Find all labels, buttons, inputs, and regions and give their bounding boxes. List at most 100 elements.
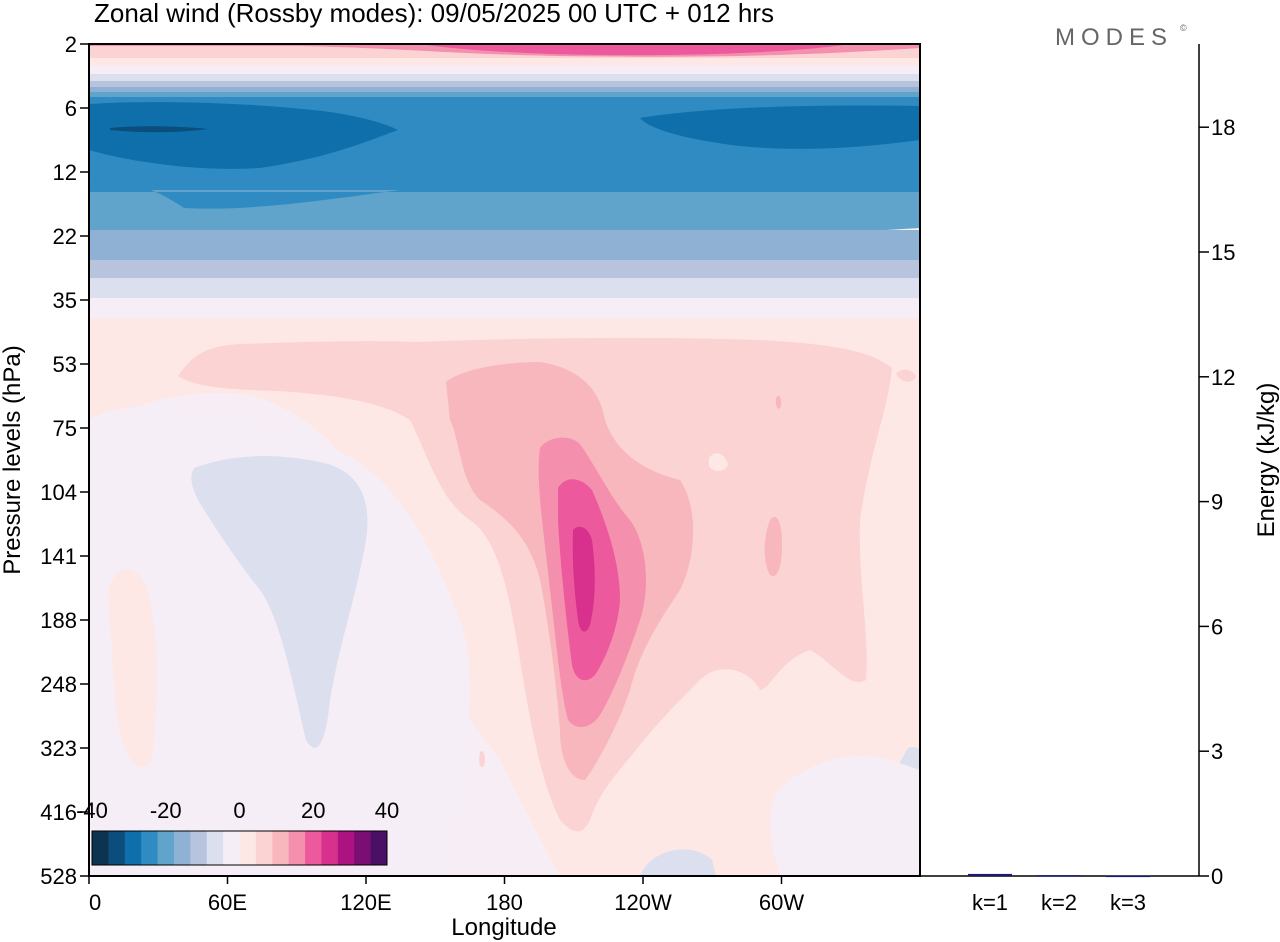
colorbar-swatch: [206, 831, 224, 865]
pressure-tick-label: 528: [40, 864, 77, 889]
contour-band: [89, 230, 920, 260]
pressure-tick-label: 141: [40, 544, 77, 569]
longitude-tick-label: 120E: [340, 890, 391, 915]
pressure-tick-label: 22: [53, 224, 77, 249]
energy-axis-ticks: 0 3 6 9 12 15 18: [1199, 115, 1235, 889]
energy-category-labels: k=1 k=2 k=3: [972, 890, 1146, 915]
modes-logo-mark: ©: [1180, 23, 1187, 33]
contour-band: [89, 177, 920, 209]
contour-band: [640, 105, 920, 149]
contour-band: [775, 395, 782, 409]
pressure-tick-label: 188: [40, 608, 77, 633]
contour-band: [108, 568, 157, 768]
colorbar-tick-label: 0: [233, 798, 245, 823]
colorbar-frame: [91, 830, 388, 866]
contour-band: [110, 126, 208, 133]
contour-band: [770, 756, 920, 876]
longitude-tick-label: 120W: [614, 890, 672, 915]
energy-bar: [968, 873, 1012, 876]
contour-band: [89, 260, 920, 278]
colorbar-swatches: [92, 831, 388, 865]
colorbar-tick-label: 20: [301, 798, 325, 823]
energy-tick-label: 6: [1211, 614, 1223, 639]
colorbar-swatch: [354, 831, 372, 865]
colorbar-legend: -40 -20 0 20 40: [76, 798, 399, 866]
longitude-tick-label: 60E: [208, 890, 247, 915]
colorbar-swatch: [255, 831, 273, 865]
contour-band: [89, 298, 920, 318]
colorbar-tick-label: 40: [375, 798, 399, 823]
colorbar-swatch: [337, 831, 355, 865]
colorbar-swatch: [173, 831, 191, 865]
colorbar-swatch: [124, 831, 142, 865]
energy-bar-chart: k=1 k=2 k=3 0 3 6 9 12 15 18 Energy (kJ/kg): [920, 44, 1280, 915]
longitude-axis: 0 60E 120E 180 120W 60W: [88, 876, 804, 915]
longitude-tick-label: 180: [486, 890, 523, 915]
contour-band: [89, 74, 920, 81]
colorbar-swatch: [272, 831, 290, 865]
colorbar-swatch: [288, 831, 306, 865]
pressure-axis: 2 6 12 22 35 53 75 104 141 188 248 323 416 528: [40, 32, 89, 889]
energy-bar: [1037, 875, 1081, 877]
colorbar-tick-label: -20: [150, 798, 182, 823]
energy-tick-label: 9: [1211, 490, 1223, 515]
colorbar-swatch: [92, 831, 109, 865]
contour-band: [89, 66, 920, 74]
contour-band: [89, 81, 920, 87]
contour-band: [709, 453, 728, 472]
pressure-tick-label: 2: [65, 32, 77, 57]
energy-tick-label: 18: [1211, 115, 1235, 140]
y-axis-label: Pressure levels (hPa): [0, 345, 26, 574]
colorbar-swatch: [141, 831, 159, 865]
longitude-tick-label: 60W: [759, 890, 804, 915]
energy-category-label: k=3: [1110, 890, 1146, 915]
contour-band: [89, 92, 920, 97]
contour-band: [191, 456, 368, 748]
pressure-tick-label: 6: [65, 96, 77, 121]
energy-bar: [1106, 875, 1150, 878]
contour-band: [572, 526, 595, 632]
contour-band: [420, 44, 850, 56]
colorbar-swatch: [239, 831, 257, 865]
contour-band: [640, 849, 716, 876]
colorbar-swatch: [157, 831, 175, 865]
colorbar-tick-label: -40: [76, 798, 108, 823]
pressure-tick-label: 323: [40, 736, 77, 761]
energy-category-label: k=2: [1041, 890, 1077, 915]
energy-tick-label: 0: [1211, 864, 1223, 889]
pressure-tick-label: 104: [40, 480, 77, 505]
modes-logo: MODES: [1055, 24, 1173, 51]
pressure-tick-label: 12: [53, 160, 77, 185]
x-axis-label: Longitude: [451, 914, 556, 941]
pressure-tick-label: 416: [40, 800, 77, 825]
colorbar-tick-labels: -40 -20 0 20 40: [76, 798, 399, 823]
contour-band: [89, 406, 471, 876]
contour-band: [89, 87, 920, 92]
colorbar-swatch: [190, 831, 208, 865]
contour-band: [896, 369, 916, 382]
chart-title: Zonal wind (Rossby modes): 09/05/2025 00…: [94, 0, 774, 28]
colorbar-swatch: [305, 831, 322, 865]
longitude-tick-label: 0: [89, 890, 101, 915]
colorbar-swatch: [370, 831, 388, 865]
colorbar-swatch: [223, 831, 240, 865]
contour-band: [89, 102, 398, 169]
contour-band: [764, 517, 782, 577]
contour-band: [479, 751, 485, 768]
energy-tick-label: 3: [1211, 739, 1223, 764]
energy-tick-label: 12: [1211, 365, 1235, 390]
energy-category-label: k=1: [972, 890, 1008, 915]
energy-axis-label: Energy (kJ/kg): [1253, 383, 1280, 538]
pressure-tick-label: 248: [40, 672, 77, 697]
pressure-tick-label: 75: [53, 416, 77, 441]
energy-tick-label: 15: [1211, 240, 1235, 265]
colorbar-swatch: [321, 831, 339, 865]
pressure-tick-label: 35: [53, 288, 77, 313]
pressure-tick-label: 53: [53, 352, 77, 377]
colorbar-swatch: [108, 831, 126, 865]
contour-band: [89, 58, 920, 66]
energy-bars: [968, 873, 1150, 878]
heatmap-plot-area: 2 6 12 22 35 53 75 104 141 188 248 323 416 528 0 60E 12…: [0, 32, 921, 941]
contour-band: [89, 278, 920, 298]
